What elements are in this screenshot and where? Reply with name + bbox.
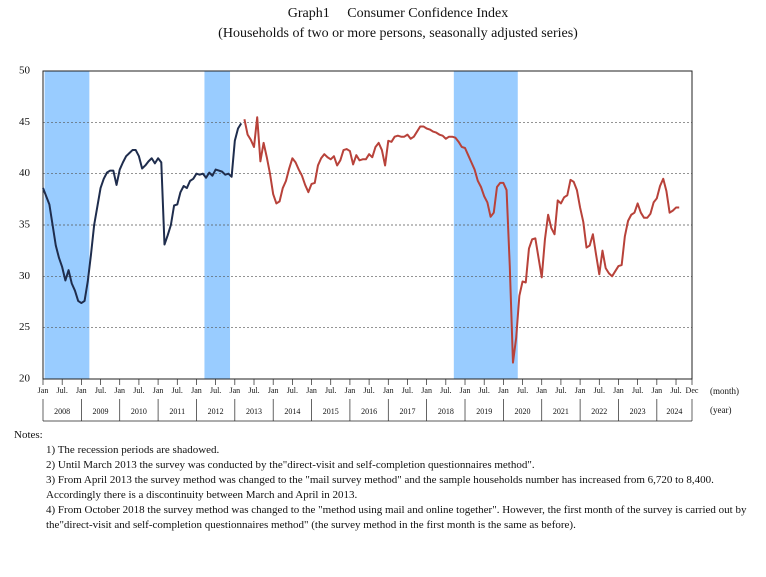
x-tick-label: Jan: [38, 386, 49, 395]
x-tick-label: Jan: [345, 386, 356, 395]
note-item: 1) The recession periods are shadowed.: [46, 444, 220, 456]
x-tick-label: Jul.: [594, 386, 605, 395]
chart-title: Graph1 Consumer Confidence Index: [288, 6, 508, 21]
x-tick-label: Jul.: [479, 386, 490, 395]
year-label: 2019: [476, 407, 492, 416]
x-tick-label: Jul.: [363, 386, 374, 395]
x-tick-label: Jul.: [440, 386, 451, 395]
year-label: 2022: [591, 407, 607, 416]
x-tick-label: Jan: [268, 386, 279, 395]
x-tick-label: Dec: [686, 386, 699, 395]
x-tick-label: Jul.: [325, 386, 336, 395]
year-label: 2023: [630, 407, 646, 416]
year-label: 2012: [208, 407, 224, 416]
x-tick-label: Jan: [114, 386, 125, 395]
note-item: 2) Until March 2013 the survey was condu…: [46, 459, 535, 471]
year-label: 2013: [246, 407, 262, 416]
data-line: [42, 122, 243, 305]
x-tick-label: Jul.: [95, 386, 106, 395]
year-label: 2021: [553, 407, 569, 416]
year-label: 2017: [399, 407, 415, 416]
x-tick-label: Jul.: [555, 386, 566, 395]
x-unit-label: (month): [710, 386, 739, 396]
y-tick-label: 45: [19, 116, 31, 128]
note-item: 4) From October 2018 the survey method w…: [46, 504, 747, 531]
x-tick-label: Jul.: [57, 386, 68, 395]
x-tick-label: Jul.: [402, 386, 413, 395]
x-tick-label: Jul.: [632, 386, 643, 395]
x-tick-label: Jan: [153, 386, 164, 395]
x-tick-label: Jul.: [670, 386, 681, 395]
note-item: 3) From April 2013 the survey method was…: [46, 474, 714, 501]
year-label: 2020: [515, 407, 531, 416]
year-label: 2015: [323, 407, 339, 416]
y-tick-label: 25: [19, 321, 31, 333]
notes: Notes: 1) The recession periods are shad…: [14, 428, 754, 533]
x-tick-label: Jan: [613, 386, 624, 395]
year-label: 2016: [361, 407, 377, 416]
group-unit-label: (year): [710, 405, 731, 415]
data-line: [243, 116, 680, 364]
notes-heading: Notes:: [14, 429, 43, 441]
year-label: 2024: [666, 407, 682, 416]
y-tick-label: 35: [19, 219, 31, 231]
year-label: 2009: [93, 407, 109, 416]
x-tick-label: Jul.: [172, 386, 183, 395]
year-label: 2010: [131, 407, 147, 416]
y-tick-label: 40: [19, 167, 31, 179]
x-tick-label: Jan: [460, 386, 471, 395]
year-label: 2014: [284, 407, 300, 416]
x-tick-label: Jul.: [248, 386, 259, 395]
year-label: 2018: [438, 407, 454, 416]
year-label: 2008: [54, 407, 70, 416]
plot-frame: [42, 70, 693, 380]
x-tick-label: Jan: [651, 386, 662, 395]
x-tick-label: Jan: [191, 386, 202, 395]
y-tick-label: 20: [19, 373, 31, 385]
x-tick-label: Jan: [536, 386, 547, 395]
x-tick-label: Jan: [306, 386, 317, 395]
x-tick-label: Jan: [498, 386, 509, 395]
x-tick-label: Jul.: [517, 386, 528, 395]
x-tick-label: Jan: [76, 386, 87, 395]
x-tick-label: Jul.: [133, 386, 144, 395]
x-tick-label: Jul.: [210, 386, 221, 395]
year-label: 2011: [169, 407, 185, 416]
chart-subtitle: (Households of two or more persons, seas…: [218, 26, 578, 41]
chart: Graph1 Consumer Confidence Index (Househ…: [19, 6, 739, 422]
x-tick-label: Jan: [229, 386, 240, 395]
x-tick-label: Jan: [421, 386, 432, 395]
x-tick-label: Jul.: [287, 386, 298, 395]
y-tick-label: 50: [19, 65, 31, 77]
x-tick-label: Jan: [383, 386, 394, 395]
y-tick-label: 30: [19, 270, 31, 282]
x-tick-label: Jan: [575, 386, 586, 395]
